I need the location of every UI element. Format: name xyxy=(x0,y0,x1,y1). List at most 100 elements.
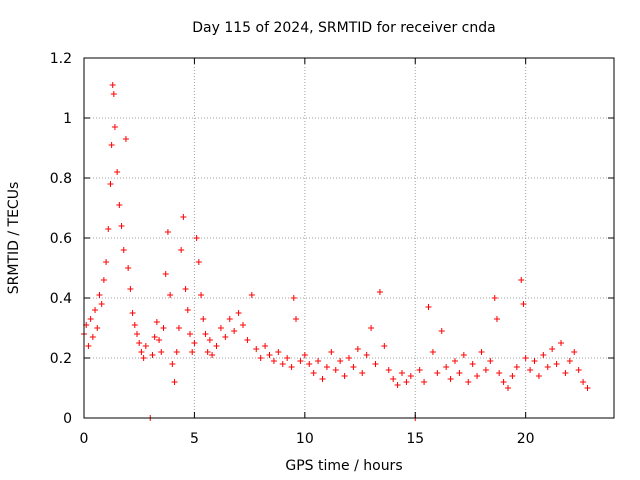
data-point xyxy=(315,358,322,364)
data-point xyxy=(134,331,140,337)
data-point xyxy=(452,358,458,364)
data-point xyxy=(434,370,441,376)
data-point xyxy=(167,292,174,298)
data-point xyxy=(175,325,182,331)
x-tick-label: 15 xyxy=(406,431,424,447)
data-point xyxy=(100,277,107,283)
data-point xyxy=(328,349,335,355)
data-point xyxy=(94,325,101,331)
data-point xyxy=(438,328,445,334)
data-point xyxy=(111,124,118,130)
data-point xyxy=(482,367,489,373)
data-point xyxy=(284,355,291,361)
data-point xyxy=(394,382,401,388)
data-point xyxy=(385,367,392,373)
data-point xyxy=(460,352,467,358)
data-point xyxy=(87,316,94,322)
data-point xyxy=(474,373,481,379)
data-point xyxy=(89,334,96,340)
data-point xyxy=(350,364,357,370)
chart-title: Day 115 of 2024, SRMTID for receiver cnd… xyxy=(192,20,495,36)
data-point xyxy=(235,310,242,316)
data-point xyxy=(493,316,500,322)
data-point xyxy=(266,352,273,358)
data-point xyxy=(562,370,569,376)
data-point xyxy=(310,370,317,376)
y-tick-label: 0 xyxy=(63,411,72,427)
data-point xyxy=(575,367,582,373)
data-point xyxy=(301,352,308,358)
data-point xyxy=(193,235,200,241)
y-axis-title: SRMTID / TECUs xyxy=(6,182,22,295)
data-point xyxy=(359,370,366,376)
data-point xyxy=(465,379,472,385)
data-point xyxy=(571,349,578,355)
y-tick-label: 0.6 xyxy=(50,231,72,247)
x-tick-label: 10 xyxy=(296,431,314,447)
data-point xyxy=(580,379,587,385)
data-point xyxy=(209,352,216,358)
data-point xyxy=(390,376,397,382)
data-point xyxy=(187,331,193,337)
data-point xyxy=(253,346,260,352)
points-layer xyxy=(81,82,591,421)
data-point xyxy=(184,307,191,313)
data-point xyxy=(544,364,551,370)
x-axis-title: GPS time / hours xyxy=(285,458,402,474)
data-point xyxy=(323,364,330,370)
data-point xyxy=(456,370,463,376)
data-point xyxy=(270,358,277,364)
data-point xyxy=(500,379,507,385)
data-point xyxy=(553,361,560,367)
data-point xyxy=(226,316,233,322)
data-point xyxy=(189,349,196,355)
data-point xyxy=(173,349,180,355)
tick-labels-layer: 0 5 10 15 20 0 0.2 0.4 0.6 0.8 1 1.2 xyxy=(50,51,535,447)
data-point xyxy=(107,181,114,187)
data-point xyxy=(202,331,209,337)
data-point xyxy=(262,343,269,349)
data-point xyxy=(425,304,432,310)
data-point xyxy=(288,364,295,370)
data-point xyxy=(279,361,286,367)
data-point xyxy=(496,370,503,376)
data-point xyxy=(182,286,189,292)
data-point xyxy=(372,361,379,367)
data-point xyxy=(403,379,410,385)
data-point xyxy=(116,202,123,208)
data-point xyxy=(332,367,339,373)
data-point xyxy=(240,322,246,328)
data-point xyxy=(105,226,112,232)
data-point xyxy=(447,376,454,382)
data-point xyxy=(248,292,255,298)
ticks-layer xyxy=(83,57,614,419)
data-point xyxy=(469,361,476,367)
data-point xyxy=(125,265,132,271)
data-point xyxy=(108,142,115,148)
y-tick-label: 0.4 xyxy=(50,291,72,307)
data-point xyxy=(114,169,121,175)
data-point xyxy=(527,367,534,373)
data-point xyxy=(535,373,542,379)
data-point xyxy=(138,349,145,355)
data-point xyxy=(85,343,92,349)
data-point xyxy=(110,91,117,97)
data-point xyxy=(354,346,361,352)
x-tick-label: 0 xyxy=(80,431,89,447)
data-point xyxy=(421,379,428,385)
data-point xyxy=(136,340,143,346)
data-point xyxy=(337,358,344,364)
data-point xyxy=(204,349,211,355)
data-point xyxy=(549,346,556,352)
data-point xyxy=(531,358,538,364)
data-point xyxy=(346,355,352,361)
data-point xyxy=(191,340,198,346)
y-tick-label: 0.2 xyxy=(50,351,72,367)
data-point xyxy=(142,343,149,349)
data-point xyxy=(164,229,171,235)
data-point xyxy=(244,337,251,343)
data-point xyxy=(162,271,169,277)
y-tick-label: 1.2 xyxy=(50,51,72,67)
data-point xyxy=(518,277,525,283)
